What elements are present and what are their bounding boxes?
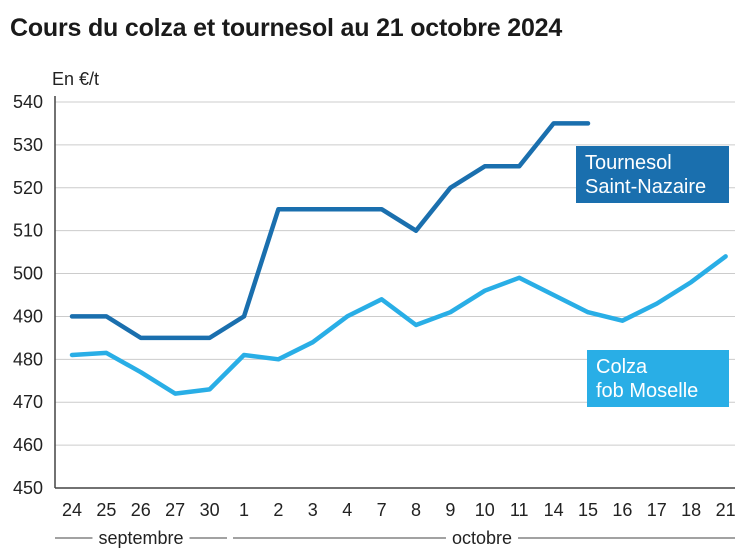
legend-box [576,146,729,203]
x-tick-label: 4 [342,500,352,520]
x-tick-label: 17 [647,500,667,520]
y-tick-label: 540 [13,92,43,112]
legend-label: Tournesol [585,152,672,174]
legend-label: Colza [596,356,648,378]
legend-label: fob Moselle [596,380,698,402]
x-tick-label: 27 [165,500,185,520]
y-tick-label: 450 [13,478,43,498]
y-tick-label: 500 [13,264,43,284]
chart-title: Cours du colza et tournesol au 21 octobr… [10,14,563,42]
x-tick-label: 30 [200,500,220,520]
y-tick-label: 490 [13,306,43,326]
x-tick-label: 26 [131,500,151,520]
x-tick-label: 25 [96,500,116,520]
y-tick-label: 530 [13,135,43,155]
x-tick-label: 1 [239,500,249,520]
x-tick-label: 21 [716,500,736,520]
series-line-tournesol [69,121,591,341]
y-tick-label: 480 [13,349,43,369]
y-axis-ticks: 450 460 470 480 490 500 510 520 530 540 [13,92,43,498]
month-label: septembre [98,528,183,548]
legend-label: Saint-Nazaire [585,176,706,198]
x-tick-label: 14 [544,500,564,520]
x-tick-label: 11 [510,500,529,520]
y-tick-label: 510 [13,221,43,241]
x-tick-label: 2 [273,500,283,520]
x-tick-label: 8 [411,500,421,520]
x-tick-label: 16 [612,500,632,520]
x-tick-label: 3 [308,500,318,520]
x-tick-label: 18 [681,500,701,520]
series-line-colza [69,254,728,396]
gridlines [55,101,735,446]
x-tick-label: 9 [445,500,455,520]
series-lines [69,121,728,396]
x-tick-label: 10 [475,500,495,520]
y-tick-label: 520 [13,178,43,198]
month-labels: septembre octobre [55,528,735,548]
y-tick-label: 470 [13,392,43,412]
y-tick-label: 460 [13,435,43,455]
y-unit-label: En €/t [52,69,100,89]
month-label: octobre [452,528,512,548]
x-tick-label: 15 [578,500,598,520]
legend-box [587,350,729,407]
x-tick-label: 24 [62,500,82,520]
x-tick-label: 7 [377,500,387,520]
x-axis: 24 25 26 27 30 1 2 3 4 7 8 9 10 11 14 15 16 17 18 21 [54,96,736,520]
